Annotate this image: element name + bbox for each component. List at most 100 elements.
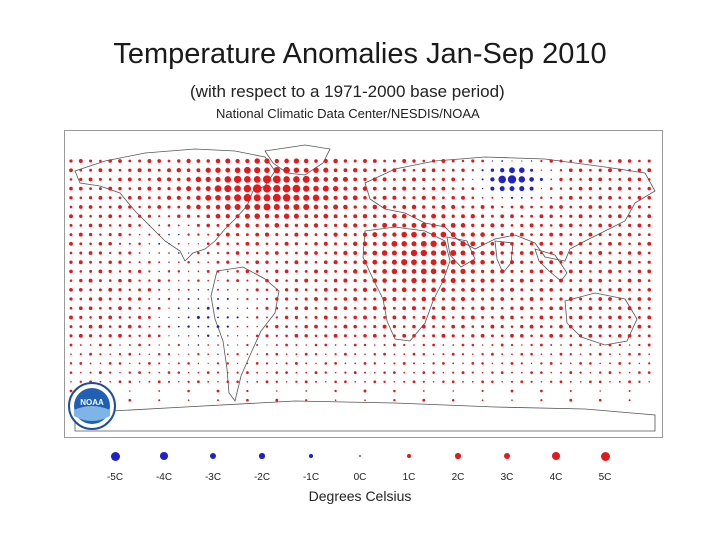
anomaly-dot [608, 334, 612, 338]
anomaly-dot [598, 168, 602, 172]
legend-label: -1C [302, 472, 320, 483]
anomaly-dot [559, 223, 563, 228]
anomaly-dot [608, 195, 612, 200]
anomaly-dot [412, 168, 416, 172]
anomaly-dot [421, 232, 427, 237]
anomaly-dot [304, 269, 308, 273]
anomaly-dot [285, 233, 289, 237]
anomaly-dot [403, 353, 406, 356]
anomaly-dot [99, 380, 102, 383]
anomaly-dot [294, 361, 298, 365]
anomaly-dot [147, 288, 152, 292]
anomaly-dot [490, 278, 495, 283]
anomaly-dot [176, 168, 181, 173]
anomaly-dot [237, 307, 239, 309]
anomaly-dot [617, 214, 622, 219]
anomaly-dot [637, 177, 642, 182]
anomaly-dot [471, 187, 475, 191]
anomaly-dot [69, 279, 73, 282]
anomaly-dot [98, 288, 102, 292]
anomaly-dot [285, 381, 288, 383]
anomaly-dot [225, 214, 230, 219]
anomaly-dot [343, 306, 348, 310]
anomaly-dot [460, 250, 466, 256]
anomaly-dot [363, 371, 367, 374]
anomaly-dot [265, 288, 269, 292]
anomaly-dot [118, 224, 122, 227]
anomaly-dot [412, 362, 416, 365]
anomaly-dot [598, 205, 602, 209]
map-subtitle: (with respect to a 1971-2000 base period… [190, 82, 505, 101]
anomaly-dot [559, 352, 563, 356]
anomaly-dot [392, 287, 397, 292]
anomaly-dot [274, 158, 279, 164]
anomaly-dot [480, 250, 485, 256]
anomaly-dot [530, 160, 533, 162]
anomaly-dot [647, 223, 651, 227]
anomaly-dot [637, 297, 642, 301]
anomaly-dot [609, 362, 611, 365]
anomaly-dot [373, 168, 377, 172]
anomaly-dot [108, 233, 112, 237]
anomaly-dot [481, 169, 484, 172]
anomaly-dot [432, 371, 435, 374]
anomaly-dot [69, 168, 73, 173]
anomaly-dot [177, 343, 180, 347]
anomaly-dot [312, 194, 320, 202]
anomaly-dot [647, 168, 652, 173]
anomaly-dot [157, 334, 161, 338]
anomaly-dot [549, 306, 554, 311]
anomaly-dot [480, 287, 485, 292]
anomaly-dot [452, 344, 455, 346]
anomaly-dot [108, 334, 112, 338]
anomaly-dot [568, 297, 573, 301]
anomaly-dot [637, 315, 641, 319]
anomaly-dot [618, 353, 621, 356]
anomaly-dot [344, 288, 347, 292]
anomaly-dot [412, 214, 416, 219]
legend-item: 2C [433, 446, 483, 483]
anomaly-dot [138, 261, 141, 264]
anomaly-dot [588, 214, 592, 218]
anomaly-dot [530, 260, 533, 264]
anomaly-dot [509, 167, 515, 174]
anomaly-dot [334, 242, 338, 246]
anomaly-dot [431, 223, 436, 228]
anomaly-dot [148, 252, 151, 254]
anomaly-dot [333, 287, 338, 292]
anomaly-dot [441, 297, 445, 301]
anomaly-dot [382, 288, 387, 292]
anomaly-dot [392, 232, 397, 237]
anomaly-dot [79, 380, 83, 384]
anomaly-dot [411, 204, 417, 210]
anomaly-dot [598, 233, 602, 237]
anomaly-dot [157, 205, 162, 209]
anomaly-dot [138, 334, 141, 337]
anomaly-dot [578, 334, 583, 338]
anomaly-dot [234, 185, 241, 192]
anomaly-dot [333, 333, 338, 338]
anomaly-dot [382, 177, 387, 182]
anomaly-dot [628, 316, 631, 319]
anomaly-dot [343, 297, 348, 301]
anomaly-dot [256, 307, 259, 310]
anomaly-dot [471, 205, 475, 209]
anomaly-dot [647, 288, 651, 292]
anomaly-dot [432, 306, 436, 310]
legend-item: -4C [139, 446, 189, 483]
anomaly-dot [293, 194, 300, 201]
anomaly-dot [461, 187, 465, 190]
anomaly-dot [452, 371, 455, 374]
anomaly-dot [187, 279, 190, 282]
anomaly-dot [412, 187, 416, 191]
anomaly-dot [470, 259, 476, 265]
anomaly-dot [520, 288, 524, 292]
anomaly-dot [334, 344, 337, 346]
anomaly-dot [264, 213, 270, 219]
anomaly-dot [450, 269, 456, 274]
anomaly-dot [138, 214, 142, 218]
anomaly-dot [137, 186, 142, 191]
anomaly-dot [157, 168, 161, 172]
anomaly-dot [89, 159, 93, 163]
anomaly-dot [78, 232, 83, 237]
